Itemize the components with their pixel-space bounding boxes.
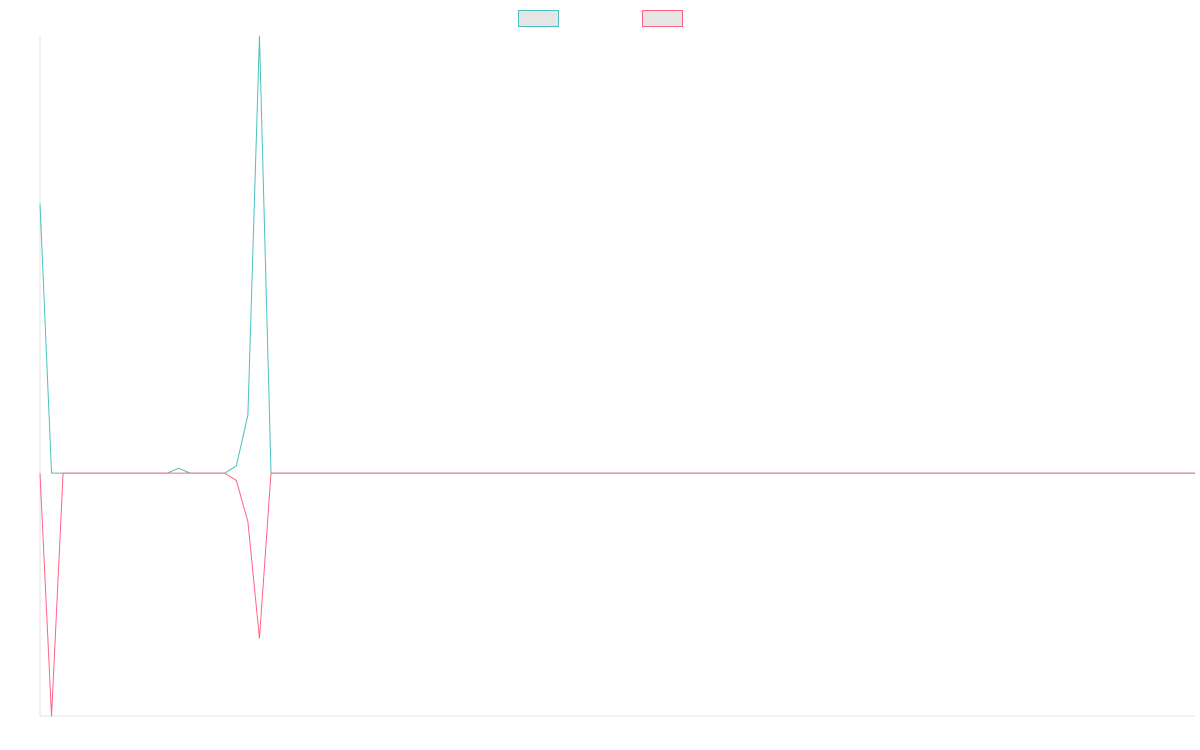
series-line-1 bbox=[39, 35, 1195, 474]
legend-item-1[interactable] bbox=[518, 10, 559, 27]
legend[interactable] bbox=[518, 10, 683, 27]
series-line-2 bbox=[39, 472, 1195, 717]
legend-swatch-2 bbox=[642, 10, 683, 27]
axes bbox=[39, 36, 1195, 717]
legend-item-2[interactable] bbox=[642, 10, 683, 27]
legend-swatch-1 bbox=[518, 10, 559, 27]
series-layer bbox=[39, 35, 1195, 717]
